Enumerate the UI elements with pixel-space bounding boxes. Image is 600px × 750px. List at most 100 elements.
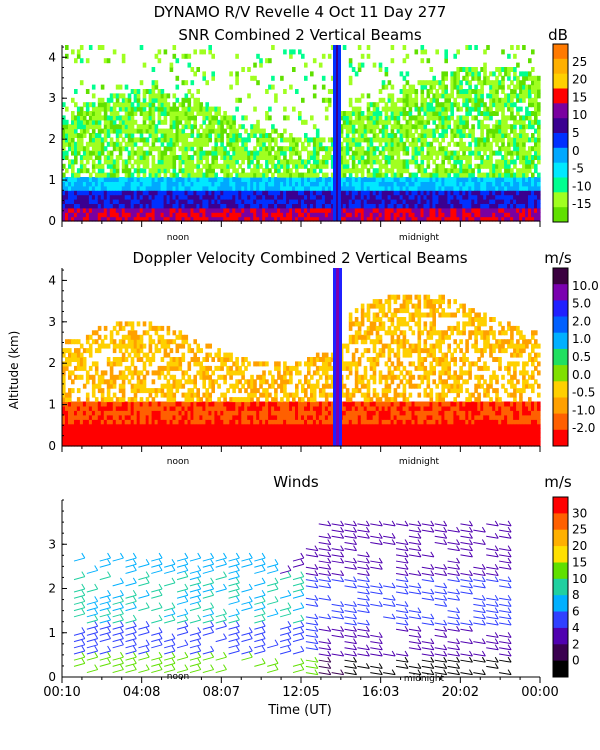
snr-cell: [187, 159, 192, 165]
doppler-cell: [154, 330, 159, 336]
snr-cell: [62, 181, 66, 187]
snr-cell: [166, 106, 171, 112]
doppler-cell: [115, 330, 120, 336]
snr-cell: [345, 212, 350, 218]
snr-cell: [354, 115, 359, 121]
snr-cell: [136, 155, 141, 160]
snr-cell: [474, 45, 478, 50]
snr-cell: [468, 97, 472, 103]
doppler-cell: [74, 432, 78, 438]
snr-cell: [456, 102, 460, 108]
doppler-cell: [205, 437, 209, 443]
snr-cell: [381, 128, 386, 134]
snr-cell: [82, 155, 87, 160]
snr-cell: [492, 128, 496, 134]
snr-cell: [402, 93, 407, 99]
snr-cell: [525, 163, 529, 169]
snr-cell: [411, 181, 416, 187]
doppler-cell: [175, 441, 180, 447]
snr-cell: [414, 141, 419, 147]
snr-cell: [375, 115, 380, 121]
snr-cell: [97, 168, 102, 174]
snr-cell: [366, 146, 371, 152]
snr-cell: [492, 172, 496, 178]
snr-cell: [241, 199, 245, 204]
snr-cell: [277, 177, 281, 182]
snr-cell: [178, 119, 183, 125]
snr-cell: [348, 185, 353, 191]
doppler-cell: [181, 370, 186, 376]
snr-cell: [354, 216, 359, 222]
doppler-cell: [175, 401, 180, 407]
snr-cell: [453, 194, 457, 200]
snr-cell: [157, 97, 162, 103]
snr-cell: [525, 212, 529, 218]
snr-cell: [384, 67, 389, 72]
snr-cell: [262, 172, 266, 178]
snr-cell: [247, 155, 251, 160]
doppler-cell: [160, 410, 165, 416]
snr-cell: [504, 133, 508, 138]
snr-cell: [184, 97, 189, 103]
snr-cell: [480, 212, 484, 218]
snr-cell: [354, 97, 359, 103]
snr-cell: [247, 207, 251, 213]
snr-cell: [190, 128, 195, 134]
doppler-cell: [112, 357, 117, 362]
doppler-cell: [136, 432, 141, 438]
doppler-cell: [85, 441, 90, 447]
doppler-cell: [160, 428, 165, 434]
snr-cell: [390, 212, 395, 218]
doppler-cell: [175, 379, 180, 385]
doppler-cell: [208, 405, 212, 411]
snr-cell: [280, 216, 284, 222]
snr-cell: [501, 212, 505, 218]
snr-midnight-marker: midnight: [399, 233, 440, 243]
doppler-cell: [172, 432, 177, 438]
snr-cell: [181, 207, 186, 213]
snr-cell: [190, 185, 195, 191]
snr-cell: [369, 128, 374, 134]
doppler-cell: [65, 428, 69, 434]
snr-cell: [315, 137, 320, 143]
snr-cell: [175, 115, 180, 121]
doppler-cell: [97, 405, 102, 411]
snr-cell: [208, 137, 212, 143]
snr-cell: [160, 102, 165, 108]
snr-cell: [372, 133, 377, 138]
snr-cell: [357, 212, 362, 218]
snr-cell: [139, 80, 144, 86]
snr-cell: [211, 199, 215, 204]
doppler-cell: [62, 383, 66, 389]
snr-cell: [121, 93, 126, 99]
snr-cell: [220, 141, 224, 147]
snr-cell: [151, 177, 156, 182]
snr-cell: [474, 102, 478, 108]
doppler-cell: [175, 432, 180, 438]
doppler-cell: [94, 365, 99, 371]
snr-cell: [115, 133, 120, 138]
snr-cell: [447, 93, 451, 99]
doppler-cell: [71, 419, 75, 425]
snr-cell: [372, 111, 377, 116]
doppler-cell: [94, 348, 99, 354]
snr-cell: [522, 150, 526, 156]
snr-cell: [157, 199, 162, 204]
snr-cell: [268, 155, 272, 160]
snr-cell: [348, 80, 353, 86]
snr-cell: [127, 150, 132, 156]
snr-cell: [450, 137, 454, 143]
snr-cell: [74, 216, 78, 222]
doppler-cell: [178, 330, 183, 336]
snr-cell: [142, 163, 147, 169]
snr-cell: [420, 146, 425, 152]
snr-cell: [537, 181, 541, 187]
doppler-cell: [139, 348, 144, 354]
snr-cell: [510, 181, 514, 187]
snr-cell: [71, 203, 75, 209]
snr-cell: [115, 168, 120, 174]
snr-cell: [208, 185, 212, 191]
snr-cell: [187, 207, 192, 213]
doppler-cell: [193, 357, 197, 362]
snr-cell: [172, 137, 177, 143]
